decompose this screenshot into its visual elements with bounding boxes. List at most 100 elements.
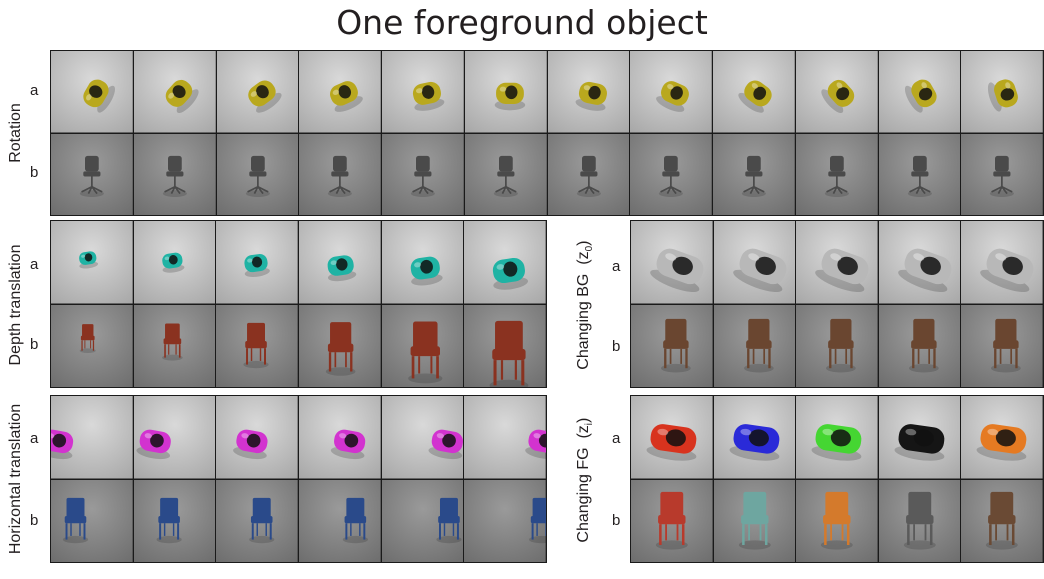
horizontal-car-thumbnail — [381, 396, 464, 479]
changing-bg-chair-thumbnail — [631, 304, 713, 387]
changing-bg-chair-thumbnail — [878, 304, 961, 387]
changing-fg-row-b-letter: b — [612, 512, 621, 529]
changing-bg-chair-thumbnail — [713, 304, 796, 387]
rotation-car-thumbnail — [630, 51, 712, 133]
changing-bg-panel — [630, 220, 1044, 388]
figure-title: One foreground object — [336, 3, 708, 42]
rotation-car-thumbnail — [878, 51, 961, 133]
rotation-chair-thumbnail — [961, 133, 1043, 215]
rotation-label: Rotation — [7, 103, 24, 163]
rotation-chair-thumbnail — [382, 133, 464, 215]
rotation-car-thumbnail — [299, 51, 381, 133]
rotation-panel — [50, 50, 1044, 216]
depth-car-thumbnail — [51, 221, 133, 304]
changing-bg-label: Changing BG (z0) — [575, 235, 595, 375]
changing-fg-car-thumbnail — [713, 396, 796, 479]
changing-bg-chair-thumbnail — [796, 304, 878, 387]
rotation-chair-thumbnail — [216, 133, 299, 215]
horizontal-car-thumbnail — [51, 396, 133, 479]
rotation-row-a-letter: a — [30, 82, 39, 99]
changing-fg-chair-thumbnail — [631, 479, 713, 562]
horizontal-panel — [50, 395, 547, 563]
depth-row-a — [51, 221, 547, 304]
depth-car-thumbnail — [464, 221, 547, 304]
changing-bg-row-a — [631, 221, 1043, 304]
changing-bg-close: ) — [574, 240, 592, 246]
depth-car-thumbnail — [216, 221, 299, 304]
changing-fg-chair-thumbnail — [713, 479, 796, 562]
changing-fg-chair-thumbnail — [878, 479, 961, 562]
depth-chair-thumbnail — [299, 304, 381, 387]
depth-row-b — [51, 304, 547, 387]
changing-fg-label: Changing FG (zi) — [575, 410, 595, 550]
changing-fg-car-thumbnail — [631, 396, 713, 479]
depth-label: Depth translation — [7, 244, 24, 366]
rotation-row-b-letter: b — [30, 164, 39, 181]
horizontal-chair-thumbnail — [133, 479, 216, 562]
rotation-chair-thumbnail — [547, 133, 630, 215]
changing-fg-panel — [630, 395, 1044, 563]
horizontal-chair-thumbnail — [464, 479, 547, 562]
rotation-chair-thumbnail — [51, 133, 133, 215]
rotation-car-thumbnail — [795, 51, 878, 133]
horizontal-car-thumbnail — [464, 396, 547, 479]
changing-bg-index: 0 — [584, 245, 596, 252]
rotation-car-thumbnail — [713, 51, 795, 133]
horizontal-car-thumbnail — [216, 396, 299, 479]
horizontal-car-thumbnail — [133, 396, 216, 479]
rotation-row-b — [51, 133, 1043, 215]
changing-bg-row-a-letter: a — [612, 258, 621, 275]
changing-fg-close: ) — [574, 417, 592, 423]
depth-car-thumbnail — [133, 221, 216, 304]
rotation-car-thumbnail — [133, 51, 216, 133]
changing-bg-car-thumbnail — [878, 221, 961, 304]
depth-panel — [50, 220, 547, 388]
changing-fg-row-a — [631, 396, 1043, 479]
changing-fg-car-thumbnail — [796, 396, 878, 479]
horizontal-chair-thumbnail — [381, 479, 464, 562]
horizontal-row-b — [51, 479, 547, 562]
changing-bg-car-thumbnail — [713, 221, 796, 304]
depth-chair-thumbnail — [381, 304, 464, 387]
horizontal-chair-thumbnail — [216, 479, 299, 562]
changing-fg-index: i — [584, 422, 596, 426]
depth-chair-thumbnail — [133, 304, 216, 387]
rotation-chair-thumbnail — [630, 133, 712, 215]
horizontal-label: Horizontal translation — [7, 403, 24, 555]
rotation-chair-thumbnail — [464, 133, 547, 215]
changing-fg-car-thumbnail — [961, 396, 1043, 479]
changing-bg-row-b — [631, 304, 1043, 387]
rotation-chair-thumbnail — [878, 133, 961, 215]
changing-fg-row-b — [631, 479, 1043, 562]
changing-bg-car-thumbnail — [631, 221, 713, 304]
horizontal-row-b-letter: b — [30, 512, 39, 529]
horizontal-row-a — [51, 396, 547, 479]
changing-fg-chair-thumbnail — [961, 479, 1043, 562]
rotation-car-thumbnail — [382, 51, 464, 133]
rotation-car-thumbnail — [961, 51, 1043, 133]
changing-fg-sub: (z — [574, 425, 592, 439]
rotation-car-thumbnail — [547, 51, 630, 133]
changing-fg-car-thumbnail — [878, 396, 961, 479]
rotation-car-thumbnail — [51, 51, 133, 133]
depth-car-thumbnail — [299, 221, 381, 304]
rotation-chair-thumbnail — [795, 133, 878, 215]
changing-fg-row-a-letter: a — [612, 430, 621, 447]
changing-bg-car-thumbnail — [796, 221, 878, 304]
horizontal-row-a-letter: a — [30, 430, 39, 447]
horizontal-chair-thumbnail — [299, 479, 381, 562]
depth-car-thumbnail — [381, 221, 464, 304]
depth-chair-thumbnail — [216, 304, 299, 387]
rotation-row-a — [51, 51, 1043, 133]
changing-bg-car-thumbnail — [961, 221, 1043, 304]
horizontal-chair-thumbnail — [51, 479, 133, 562]
rotation-chair-thumbnail — [299, 133, 381, 215]
rotation-car-thumbnail — [216, 51, 299, 133]
rotation-chair-thumbnail — [133, 133, 216, 215]
changing-bg-chair-thumbnail — [961, 304, 1043, 387]
changing-fg-chair-thumbnail — [796, 479, 878, 562]
changing-fg-text: Changing FG — [574, 447, 592, 543]
rotation-car-thumbnail — [464, 51, 547, 133]
depth-row-b-letter: b — [30, 336, 39, 353]
rotation-chair-thumbnail — [713, 133, 795, 215]
